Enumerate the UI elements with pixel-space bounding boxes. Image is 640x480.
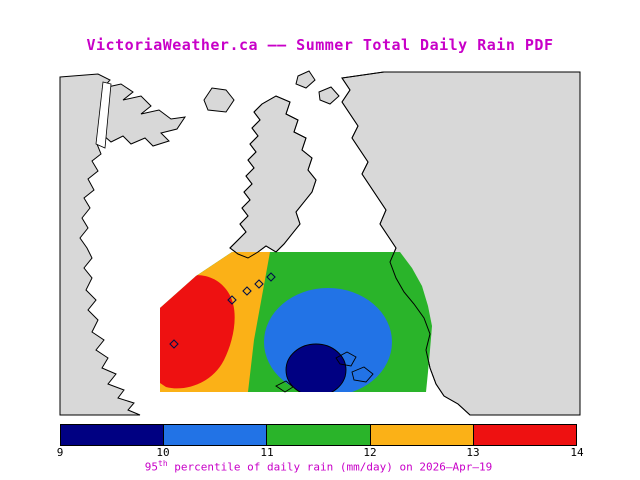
colorbar-tick-13: 13 <box>466 446 480 459</box>
caption-text: percentile of daily rain (mm/day) on 202… <box>167 460 493 474</box>
islet-outline-1 <box>335 351 357 367</box>
landmass-saanich-peninsula <box>229 95 317 259</box>
colorbar-legend <box>60 424 577 446</box>
station-marker-icon <box>169 339 179 349</box>
island-top-1 <box>295 70 316 89</box>
island-top-2 <box>318 86 340 105</box>
caption-value: 95 <box>144 460 159 474</box>
islet-outline-2 <box>351 366 374 383</box>
colorbar-tick-12: 12 <box>363 446 377 459</box>
islet-outline-3 <box>275 380 294 393</box>
station-marker-icon <box>227 295 237 305</box>
page-title: VictoriaWeather.ca –– Summer Total Daily… <box>86 36 554 54</box>
contour-region-13-14-red <box>160 275 235 389</box>
colorbar-tick-11: 11 <box>260 446 274 459</box>
station-marker-icon <box>266 272 276 282</box>
colorbar-segment-13-14 <box>473 425 577 445</box>
colorbar-segment-10-11 <box>164 425 268 445</box>
island-northwest <box>203 87 235 113</box>
station-markers <box>169 272 276 349</box>
contour-field <box>160 252 432 392</box>
station-marker-icon <box>254 279 264 289</box>
colorbar-segment-12-13 <box>370 425 474 445</box>
contour-region-9-10-navy <box>285 343 347 392</box>
colorbar-segment-11-12 <box>267 425 371 445</box>
inlet-waterway <box>95 81 112 149</box>
colorbar-tick-10: 10 <box>156 446 170 459</box>
colorbar-caption: 95th percentile of daily rain (mm/day) o… <box>60 459 577 474</box>
colorbar-segment-9-10 <box>61 425 165 445</box>
caption-superscript: th <box>158 459 168 468</box>
colorbar-tick-9: 9 <box>56 446 64 459</box>
station-marker-icon <box>242 286 252 296</box>
colorbar-tick-14: 14 <box>570 446 584 459</box>
